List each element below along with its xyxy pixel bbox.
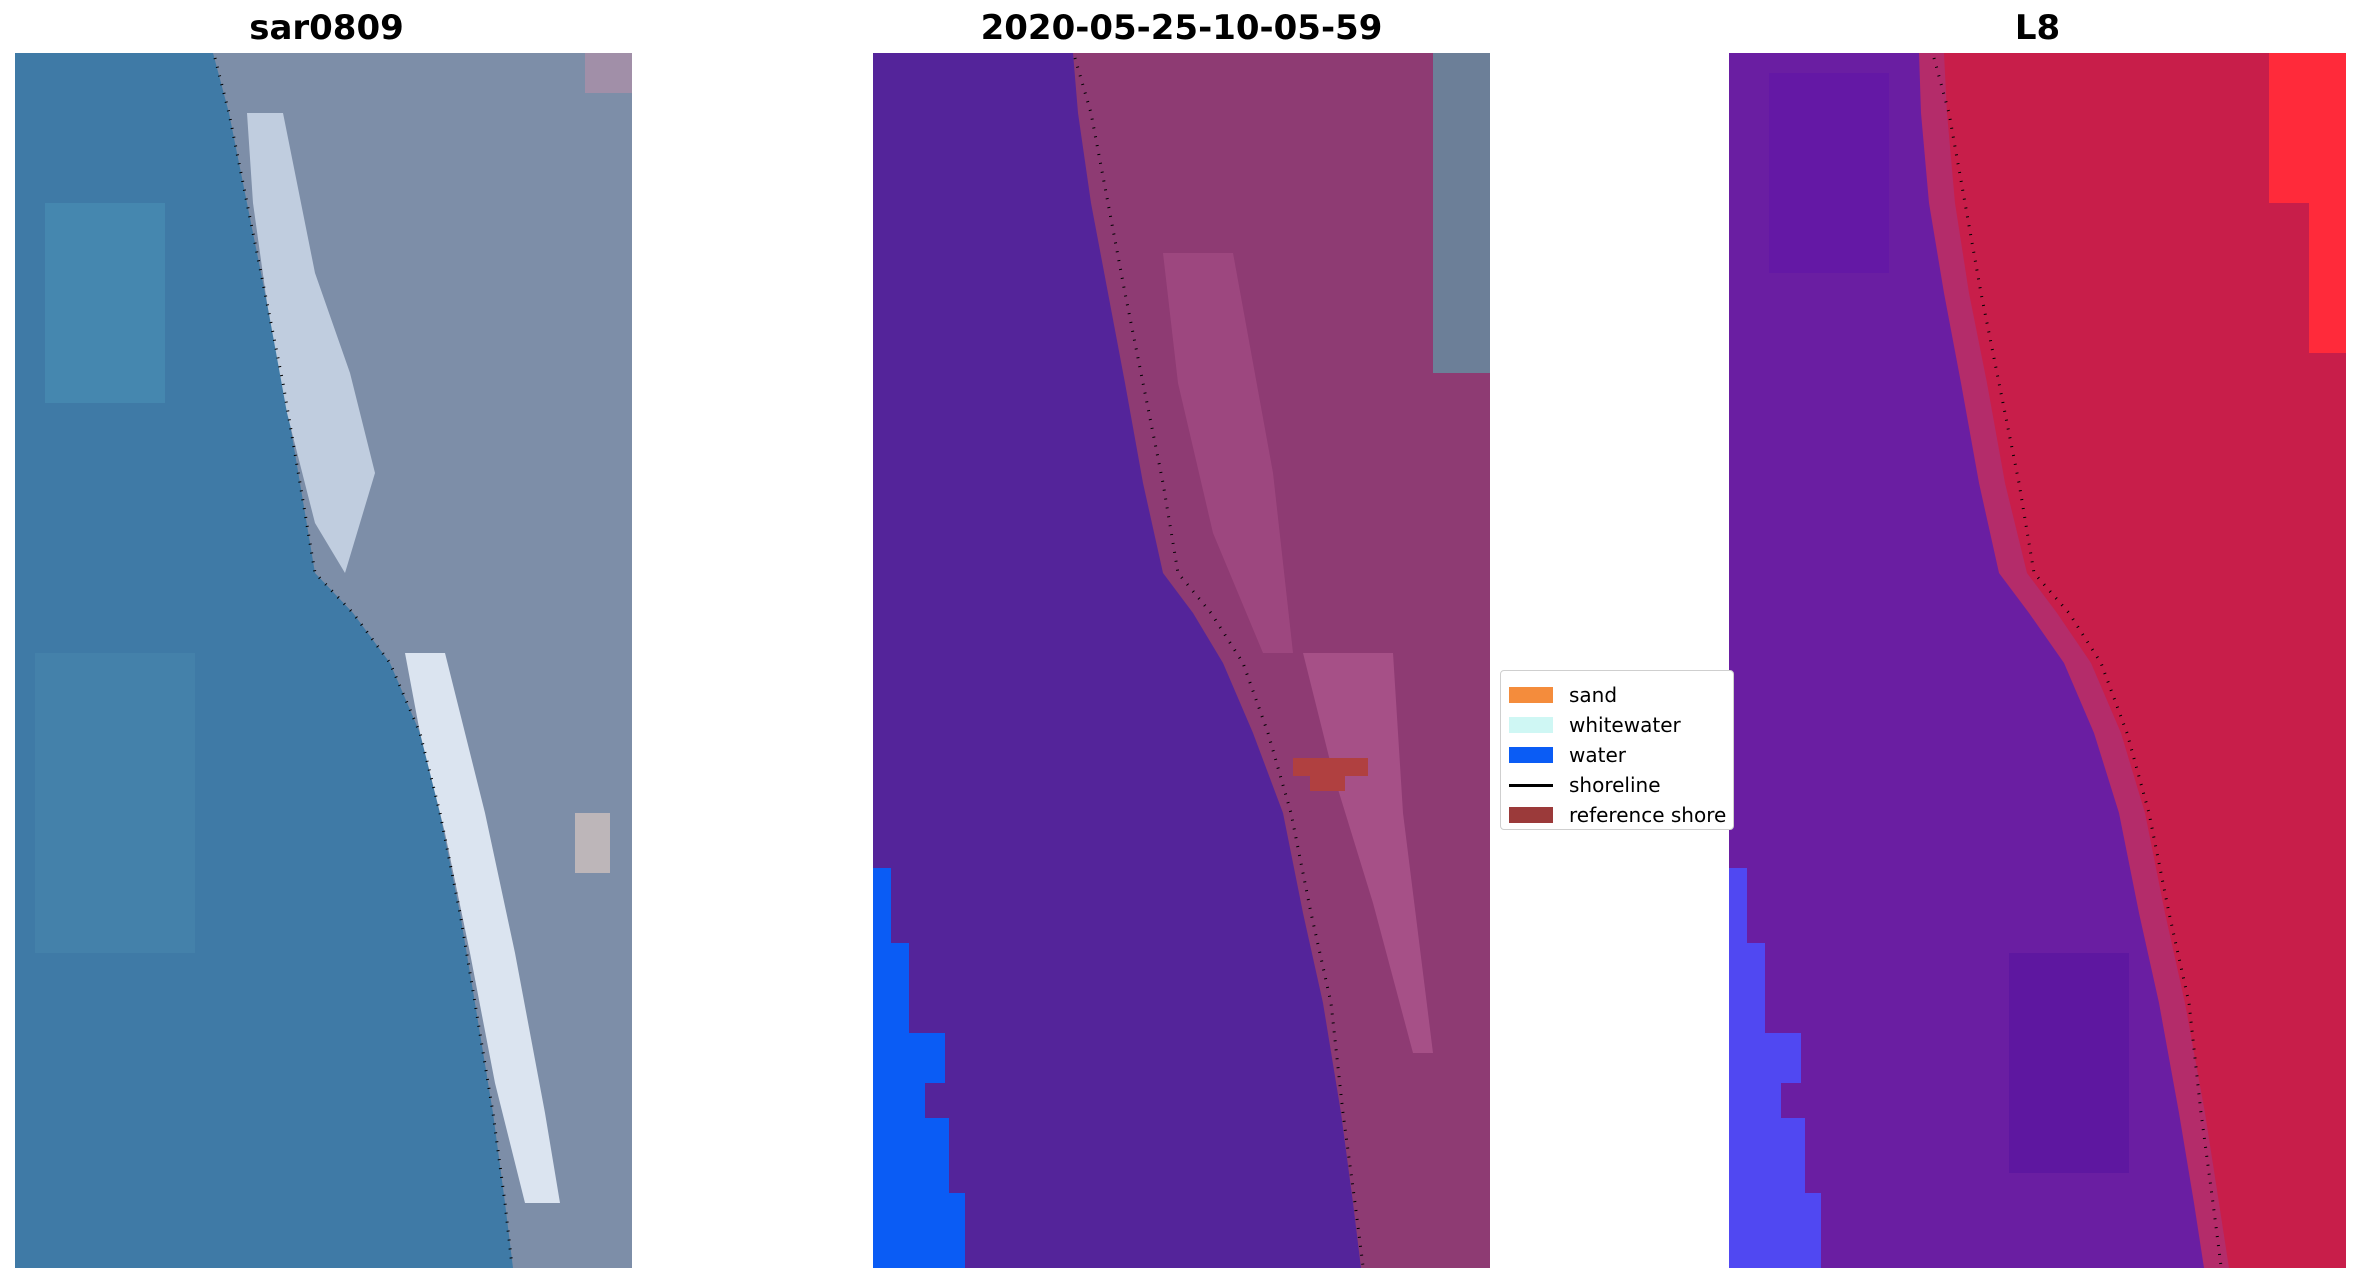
rgb-image-panel: [15, 53, 632, 1268]
legend-item-sand: sand: [1509, 683, 1617, 707]
water-swatch: [1509, 747, 1553, 763]
legend-item-reference-shore: reference shore: [1509, 803, 1726, 827]
panel-title-1: sar0809: [249, 8, 404, 48]
classified-image-panel: [873, 53, 1490, 1268]
legend: sand whitewater water shoreline referenc…: [1500, 670, 1734, 830]
panel-title-3: L8: [2014, 8, 2061, 48]
rgb-image: [15, 53, 632, 1268]
classified-image: [873, 53, 1490, 1268]
shoreline-line-icon: [1509, 783, 1553, 787]
legend-item-whitewater: whitewater: [1509, 713, 1681, 737]
legend-label-reference-shore: reference shore: [1569, 803, 1727, 827]
panel-title-2: 2020-05-25-10-05-59: [980, 8, 1383, 48]
legend-label-water: water: [1569, 743, 1626, 767]
reference-shore-swatch: [1509, 807, 1553, 823]
legend-item-shoreline: shoreline: [1509, 773, 1661, 797]
sand-swatch: [1509, 687, 1553, 703]
legend-label-sand: sand: [1569, 683, 1618, 707]
whitewater-swatch: [1509, 717, 1553, 733]
l8-image: [1729, 53, 2346, 1268]
legend-label-shoreline: shoreline: [1569, 773, 1661, 797]
legend-label-whitewater: whitewater: [1569, 713, 1681, 737]
legend-item-water: water: [1509, 743, 1626, 767]
l8-image-panel: [1729, 53, 2346, 1268]
